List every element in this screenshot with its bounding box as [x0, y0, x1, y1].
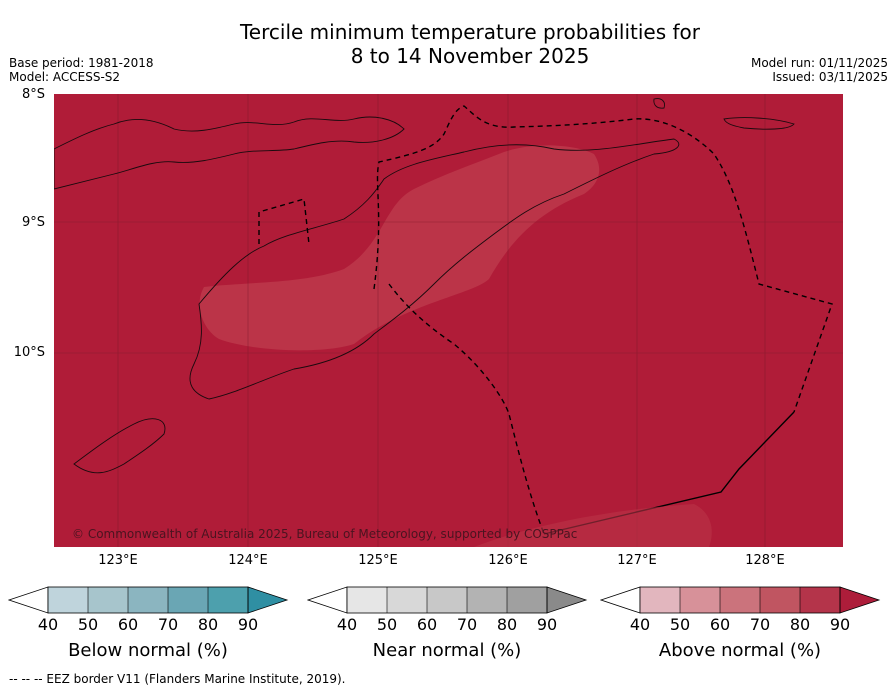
above-tick-50: 50	[669, 615, 691, 634]
above-tick-90: 90	[829, 615, 851, 634]
issued-date: Issued: 03/11/2025	[772, 70, 888, 84]
above-swatch-70	[760, 587, 800, 613]
above-normal-colorbar	[600, 586, 881, 614]
map-title: Tercile minimum temperature probabilitie…	[170, 20, 770, 68]
below-tick-90: 90	[237, 615, 259, 634]
below-normal-label: Below normal (%)	[68, 640, 228, 661]
near-overflow-triangle	[546, 586, 588, 614]
above-swatch-60	[720, 587, 760, 613]
below-swatch-50	[88, 587, 128, 613]
coastlines	[54, 98, 795, 474]
near-normal-colorbar	[307, 586, 588, 614]
lat-label-9s: 9°S	[21, 215, 45, 230]
below-underflow-triangle	[8, 586, 49, 614]
lon-label-124e: 124°E	[228, 553, 268, 568]
timor-coast	[189, 138, 680, 400]
below-normal-colorbar	[8, 586, 289, 614]
small-island-coast	[653, 98, 665, 109]
near-swatch-40	[347, 587, 387, 613]
above-swatch-80	[800, 587, 840, 613]
below-swatch-70	[168, 587, 208, 613]
lat-label-8s: 8°S	[21, 87, 45, 102]
alor-coast	[54, 116, 405, 190]
eez-border	[258, 105, 833, 535]
lon-label-126e: 126°E	[488, 553, 528, 568]
near-swatch-70	[467, 587, 507, 613]
near-swatch-60	[427, 587, 467, 613]
above-swatch-40	[640, 587, 680, 613]
near-tick-70: 70	[456, 615, 478, 634]
model-run: Model run: 01/11/2025	[750, 56, 888, 70]
lon-label-123e: 123°E	[98, 553, 138, 568]
below-tick-50: 50	[77, 615, 99, 634]
base-period: Base period: 1981-2018	[9, 56, 154, 70]
eez-footer-note: -- -- -- EEZ border V11 (Flanders Marine…	[9, 672, 346, 686]
copyright-text: © Commonwealth of Australia 2025, Bureau…	[72, 527, 577, 541]
rote-coast	[73, 418, 166, 474]
above-tick-60: 60	[709, 615, 731, 634]
below-swatch-40	[48, 587, 88, 613]
lat-label-10s: 10°S	[13, 345, 45, 360]
near-swatch-50	[387, 587, 427, 613]
below-swatch-80	[208, 587, 248, 613]
meta-right: Model run: 01/11/2025 Issued: 03/11/2025	[751, 56, 888, 84]
below-tick-40: 40	[37, 615, 59, 634]
above-overflow-triangle	[839, 586, 881, 614]
near-normal-label: Near normal (%)	[372, 640, 522, 661]
wetar-coast	[723, 117, 795, 130]
lon-label-127e: 127°E	[617, 553, 657, 568]
near-tick-80: 80	[496, 615, 518, 634]
above-tick-70: 70	[749, 615, 771, 634]
near-underflow-triangle	[307, 586, 348, 614]
model-name: Model: ACCESS-S2	[9, 70, 121, 84]
above-normal-90-field	[54, 94, 843, 547]
below-tick-80: 80	[197, 615, 219, 634]
near-tick-50: 50	[376, 615, 398, 634]
title-line-1: Tercile minimum temperature probabilitie…	[239, 20, 701, 44]
above-underflow-triangle	[600, 586, 641, 614]
above-tick-40: 40	[629, 615, 651, 634]
lon-label-125e: 125°E	[358, 553, 398, 568]
title-line-2: 8 to 14 November 2025	[350, 44, 590, 68]
near-tick-40: 40	[336, 615, 358, 634]
lon-label-128e: 128°E	[745, 553, 785, 568]
below-tick-60: 60	[117, 615, 139, 634]
below-swatch-60	[128, 587, 168, 613]
above-normal-label: Above normal (%)	[658, 640, 822, 661]
lower-right-above-80-edge	[474, 504, 712, 547]
above-swatch-50	[680, 587, 720, 613]
above-normal-80-field	[199, 145, 600, 351]
above-tick-80: 80	[789, 615, 811, 634]
meta-left: Base period: 1981-2018 Model: ACCESS-S2	[9, 56, 154, 84]
probability-map: © Commonwealth of Australia 2025, Bureau…	[54, 94, 843, 547]
near-tick-60: 60	[416, 615, 438, 634]
near-tick-90: 90	[536, 615, 558, 634]
below-overflow-triangle	[247, 586, 289, 614]
near-swatch-80	[507, 587, 547, 613]
below-tick-70: 70	[157, 615, 179, 634]
